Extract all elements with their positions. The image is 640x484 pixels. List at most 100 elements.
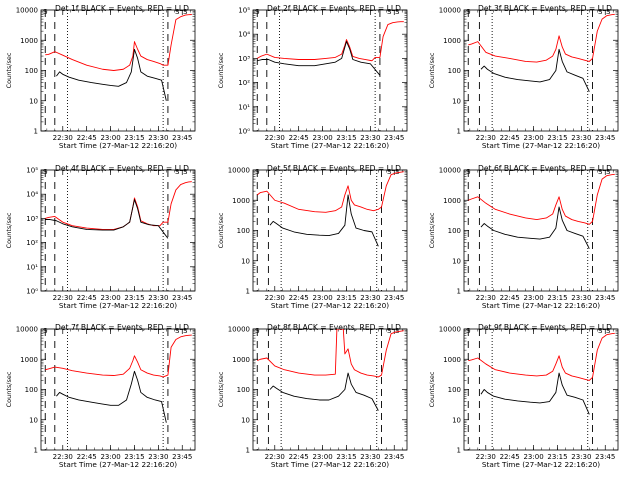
x-tick-label: 22:30	[53, 294, 73, 302]
x-tick-label: 23:45	[172, 294, 192, 302]
events-rate-line	[480, 48, 590, 92]
x-tick-label: 23:45	[172, 134, 192, 142]
x-tick-label: 22:30	[265, 453, 285, 461]
x-tick-label: 23:45	[384, 294, 404, 302]
plot-title: Det 1f BLACK = Events, RED = LLD	[55, 4, 189, 13]
y-tick-label: 1	[246, 447, 250, 455]
plot-title: Det 6f BLACK = Events, RED = LLD	[478, 164, 612, 173]
x-tick-label: 22:45	[289, 453, 309, 461]
y-tick-label: 10⁴	[238, 31, 250, 39]
lld-rate-line	[45, 14, 192, 71]
x-tick-label: 23:15	[336, 294, 356, 302]
y-tick-label: 100	[448, 386, 461, 394]
y-tick-label: 1000	[443, 197, 461, 205]
plot-area	[256, 329, 404, 450]
plot-frame	[463, 328, 619, 451]
y-tick-label: 10	[29, 97, 38, 105]
plot-frame	[463, 169, 619, 292]
legend-mark: S	[598, 327, 603, 335]
plot-frame	[40, 9, 196, 132]
panel-4: Det 4f BLACK = Events, RED = LLDSSS10⁰10…	[5, 164, 196, 310]
lld-rate-line	[45, 181, 192, 230]
x-tick-label: 23:30	[571, 453, 591, 461]
x-axis-label: Start Time (27-Mar-12 22:16:20)	[482, 141, 600, 150]
plot-area	[256, 170, 404, 291]
y-tick-label: 10000	[16, 326, 38, 334]
y-tick-label: 1000	[232, 356, 250, 364]
panel-3: Det 3f BLACK = Events, RED = LLDSSS11010…	[428, 4, 619, 150]
y-tick-label: 100	[448, 67, 461, 75]
y-tick-label: 10³	[26, 215, 38, 223]
panel-9: Det 9f BLACK = Events, RED = LLDSSS11010…	[428, 323, 619, 469]
events-rate-line	[56, 370, 167, 423]
legend-mark: S	[606, 168, 611, 176]
y-tick-label: 10	[452, 257, 461, 265]
y-tick-label: 10⁰	[26, 288, 38, 296]
plot-area	[44, 10, 192, 131]
x-axis-label: Start Time (27-Mar-12 22:16:20)	[271, 460, 389, 469]
legend-mark: S	[387, 168, 392, 176]
x-axis-label: Start Time (27-Mar-12 22:16:20)	[59, 301, 177, 310]
plot-area	[44, 170, 192, 291]
y-tick-label: 10⁰	[238, 128, 250, 136]
y-tick-label: 100	[237, 386, 250, 394]
y-tick-label: 1000	[443, 356, 461, 364]
plot-frame	[252, 169, 408, 292]
y-tick-label: 10	[452, 97, 461, 105]
x-tick-label: 22:45	[500, 453, 520, 461]
x-tick-label: 22:30	[53, 134, 73, 142]
x-tick-label: 22:45	[77, 453, 97, 461]
y-tick-label: 10²	[26, 239, 38, 247]
events-rate-line	[480, 372, 590, 415]
x-tick-label: 23:45	[595, 134, 615, 142]
x-tick-label: 23:00	[523, 453, 543, 461]
x-tick-label: 23:30	[571, 294, 591, 302]
panel-6: Det 6f BLACK = Events, RED = LLDSSS11010…	[428, 164, 619, 310]
events-rate-line	[480, 206, 590, 249]
x-tick-label: 22:45	[289, 294, 309, 302]
x-tick-label: 23:15	[547, 294, 567, 302]
plot-frame	[252, 9, 408, 132]
y-axis-label: Counts/sec	[428, 52, 436, 88]
y-axis-label: Counts/sec	[217, 212, 225, 248]
y-tick-label: 1000	[20, 37, 38, 45]
legend-mark: S	[387, 8, 392, 16]
lld-rate-line	[468, 13, 615, 63]
x-tick-label: 23:45	[595, 453, 615, 461]
x-tick-label: 23:45	[384, 134, 404, 142]
x-axis-label: Start Time (27-Mar-12 22:16:20)	[271, 301, 389, 310]
x-tick-label: 23:30	[148, 134, 168, 142]
legend-mark: S	[598, 8, 603, 16]
y-tick-label: 1	[457, 447, 461, 455]
y-tick-label: 1	[246, 288, 250, 296]
x-tick-label: 23:15	[336, 134, 356, 142]
plot-frame	[40, 169, 196, 292]
y-axis-label: Counts/sec	[5, 212, 13, 248]
events-rate-line	[269, 372, 379, 411]
x-tick-label: 22:45	[500, 294, 520, 302]
legend-mark: S	[395, 168, 400, 176]
y-tick-label: 100	[25, 386, 38, 394]
y-tick-label: 1000	[20, 356, 38, 364]
x-tick-label: 23:15	[124, 134, 144, 142]
legend-mark: S	[606, 327, 611, 335]
panel-1: Det 1f BLACK = Events, RED = LLDSSS11010…	[5, 4, 196, 150]
y-axis-label: Counts/sec	[5, 52, 13, 88]
y-tick-label: 1000	[443, 37, 461, 45]
y-tick-label: 10000	[439, 167, 461, 175]
legend-mark: S	[395, 327, 400, 335]
x-tick-label: 23:00	[100, 294, 120, 302]
y-tick-label: 10	[241, 416, 250, 424]
lld-rate-line	[256, 171, 404, 213]
y-tick-label: 10000	[228, 326, 250, 334]
y-axis-label: Counts/sec	[217, 371, 225, 407]
y-tick-label: 10²	[238, 79, 250, 87]
x-tick-label: 23:00	[312, 453, 332, 461]
x-tick-label: 22:30	[476, 134, 496, 142]
x-axis-label: Start Time (27-Mar-12 22:16:20)	[59, 460, 177, 469]
plot-title: Det 2f BLACK = Events, RED = LLD	[267, 4, 401, 13]
x-tick-label: 23:45	[384, 453, 404, 461]
x-tick-label: 23:00	[523, 134, 543, 142]
y-tick-label: 10000	[439, 326, 461, 334]
